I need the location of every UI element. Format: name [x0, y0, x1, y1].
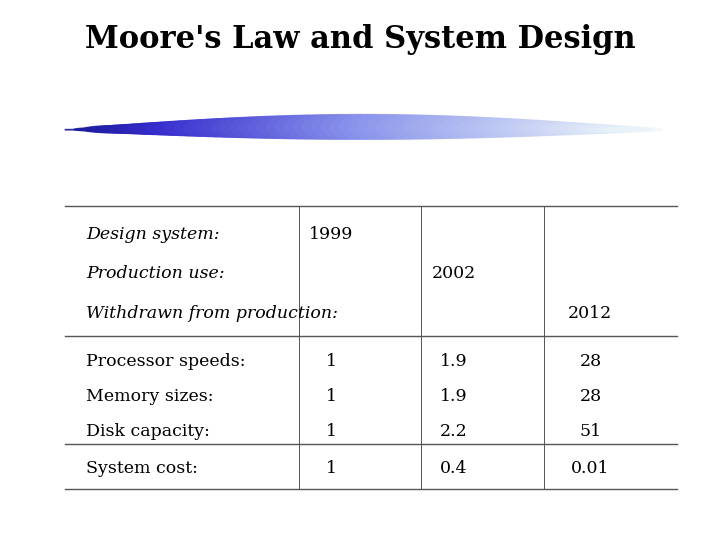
- Text: 28: 28: [580, 353, 601, 370]
- Text: 1999: 1999: [309, 226, 354, 244]
- Ellipse shape: [595, 127, 653, 132]
- Text: 2012: 2012: [568, 305, 613, 322]
- Text: Moore's Law and System Design: Moore's Law and System Design: [85, 24, 635, 55]
- Ellipse shape: [230, 117, 287, 138]
- Ellipse shape: [395, 115, 452, 139]
- Ellipse shape: [385, 115, 443, 139]
- Text: 2002: 2002: [431, 265, 476, 282]
- Text: 28: 28: [580, 388, 601, 406]
- Ellipse shape: [275, 115, 333, 139]
- Ellipse shape: [366, 114, 424, 139]
- Ellipse shape: [467, 118, 525, 137]
- Ellipse shape: [541, 123, 598, 134]
- Ellipse shape: [156, 121, 214, 136]
- Ellipse shape: [459, 118, 516, 138]
- Ellipse shape: [403, 116, 461, 139]
- Ellipse shape: [83, 126, 140, 133]
- Text: Disk capacity:: Disk capacity:: [86, 423, 210, 441]
- Ellipse shape: [449, 117, 507, 138]
- Ellipse shape: [358, 114, 415, 139]
- Ellipse shape: [587, 126, 644, 132]
- Ellipse shape: [550, 123, 608, 134]
- Ellipse shape: [440, 117, 498, 138]
- Ellipse shape: [477, 119, 534, 137]
- Ellipse shape: [184, 119, 241, 137]
- Ellipse shape: [193, 119, 251, 137]
- Text: 51: 51: [580, 423, 601, 441]
- Ellipse shape: [120, 123, 177, 134]
- Ellipse shape: [266, 116, 324, 139]
- Text: Memory sizes:: Memory sizes:: [86, 388, 214, 406]
- Ellipse shape: [102, 125, 159, 133]
- Ellipse shape: [422, 116, 480, 138]
- Ellipse shape: [74, 128, 132, 131]
- Text: System cost:: System cost:: [86, 460, 198, 477]
- Ellipse shape: [129, 123, 186, 134]
- Text: Processor speeds:: Processor speeds:: [86, 353, 246, 370]
- Ellipse shape: [568, 125, 626, 133]
- Ellipse shape: [211, 118, 269, 138]
- Text: 1.9: 1.9: [440, 353, 467, 370]
- Ellipse shape: [257, 116, 315, 139]
- Text: Withdrawn from production:: Withdrawn from production:: [86, 305, 338, 322]
- Ellipse shape: [348, 114, 406, 139]
- Ellipse shape: [339, 114, 397, 139]
- Ellipse shape: [605, 127, 662, 132]
- Ellipse shape: [559, 124, 616, 134]
- Text: 0.4: 0.4: [440, 460, 467, 477]
- Ellipse shape: [513, 121, 571, 136]
- Ellipse shape: [431, 117, 488, 138]
- Text: 1: 1: [325, 353, 337, 370]
- Ellipse shape: [330, 114, 388, 139]
- Text: 1.9: 1.9: [440, 388, 467, 406]
- Ellipse shape: [294, 115, 351, 139]
- Text: 2.2: 2.2: [440, 423, 467, 441]
- Ellipse shape: [175, 120, 233, 136]
- Ellipse shape: [577, 125, 635, 133]
- Ellipse shape: [166, 120, 223, 136]
- Text: 1: 1: [325, 388, 337, 406]
- Ellipse shape: [523, 122, 580, 135]
- Ellipse shape: [92, 125, 150, 133]
- Ellipse shape: [147, 122, 204, 135]
- Text: Production use:: Production use:: [86, 265, 225, 282]
- Text: 0.01: 0.01: [571, 460, 610, 477]
- Ellipse shape: [531, 122, 589, 135]
- Ellipse shape: [303, 114, 361, 139]
- Ellipse shape: [413, 116, 470, 139]
- Ellipse shape: [248, 116, 305, 138]
- Ellipse shape: [284, 115, 342, 139]
- Ellipse shape: [239, 117, 297, 138]
- Ellipse shape: [486, 119, 544, 137]
- Text: 1: 1: [325, 423, 337, 441]
- Ellipse shape: [504, 120, 562, 136]
- Ellipse shape: [495, 120, 552, 136]
- Ellipse shape: [312, 114, 369, 139]
- Ellipse shape: [111, 124, 168, 134]
- Ellipse shape: [321, 114, 379, 139]
- Ellipse shape: [376, 115, 433, 139]
- Text: Design system:: Design system:: [86, 226, 220, 244]
- Text: 1: 1: [325, 460, 337, 477]
- Ellipse shape: [202, 118, 260, 137]
- Ellipse shape: [138, 122, 196, 135]
- Ellipse shape: [220, 117, 278, 138]
